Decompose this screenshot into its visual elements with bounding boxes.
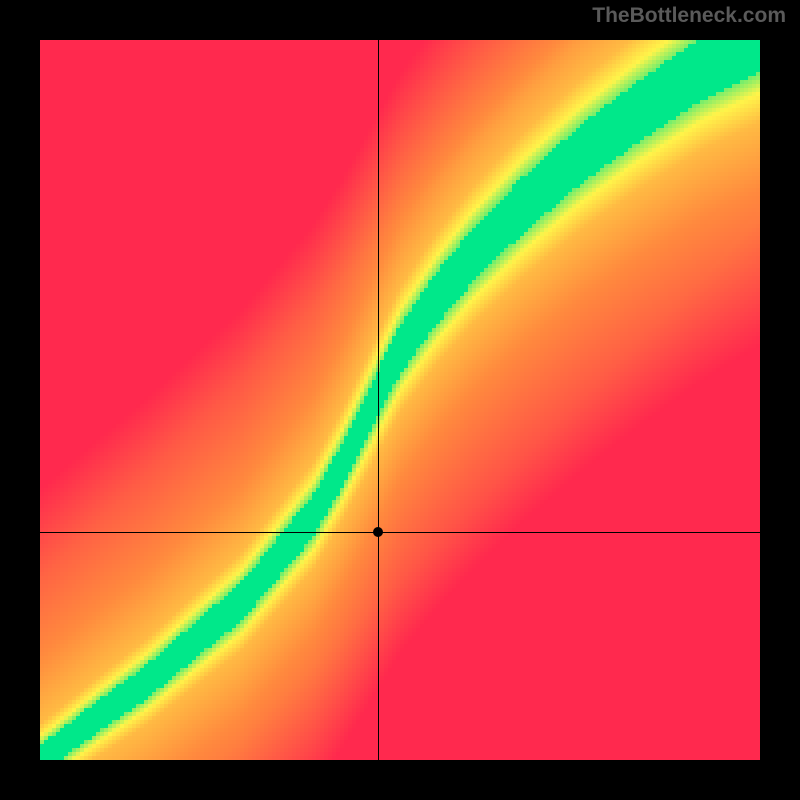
attribution-label: TheBottleneck.com — [592, 4, 786, 28]
heatmap-canvas — [40, 40, 760, 760]
chart-container: TheBottleneck.com — [0, 0, 800, 800]
crosshair-vertical — [378, 40, 379, 760]
crosshair-horizontal — [40, 532, 760, 533]
heatmap-plot-area — [40, 40, 760, 760]
selected-point-marker — [373, 527, 383, 537]
